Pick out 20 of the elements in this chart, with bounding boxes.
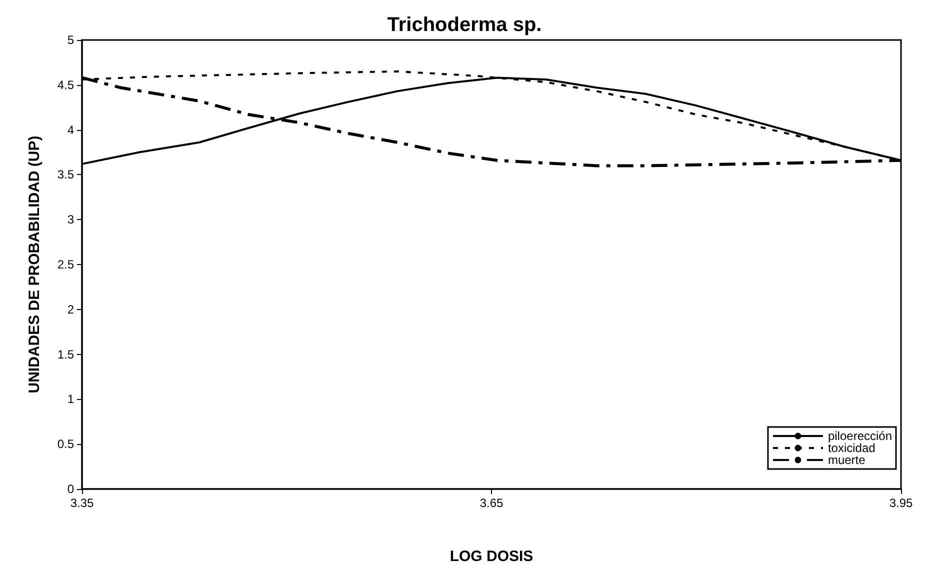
y-tick-label: 0.5 xyxy=(57,437,74,452)
chart-title: Trichoderma sp. xyxy=(387,14,542,36)
legend-label: muerte xyxy=(828,453,866,467)
y-tick-label: 3 xyxy=(67,212,74,227)
y-tick-label: 1 xyxy=(67,392,74,406)
y-axis-title: UNIDADES DE PROBABILIDAD (UP) xyxy=(26,136,43,394)
legend-label: toxicidad xyxy=(828,441,876,455)
legend-label: piloerección xyxy=(828,429,892,443)
y-tick-label: 1.5 xyxy=(57,347,74,362)
y-tick-label: 5 xyxy=(67,33,74,47)
y-tick-label: 0 xyxy=(67,482,74,496)
y-tick-label: 2 xyxy=(67,302,74,316)
y-tick-label: 4 xyxy=(67,122,74,137)
x-tick-label: 3.35 xyxy=(70,496,94,510)
x-axis-title: LOG DOSIS xyxy=(450,548,534,565)
y-tick-label: 4.5 xyxy=(57,78,74,92)
y-tick-label: 2.5 xyxy=(57,258,74,272)
x-tick-label: 3.65 xyxy=(480,496,504,510)
x-tick-label: 3.95 xyxy=(889,496,913,510)
y-tick-label: 3.5 xyxy=(57,168,74,182)
